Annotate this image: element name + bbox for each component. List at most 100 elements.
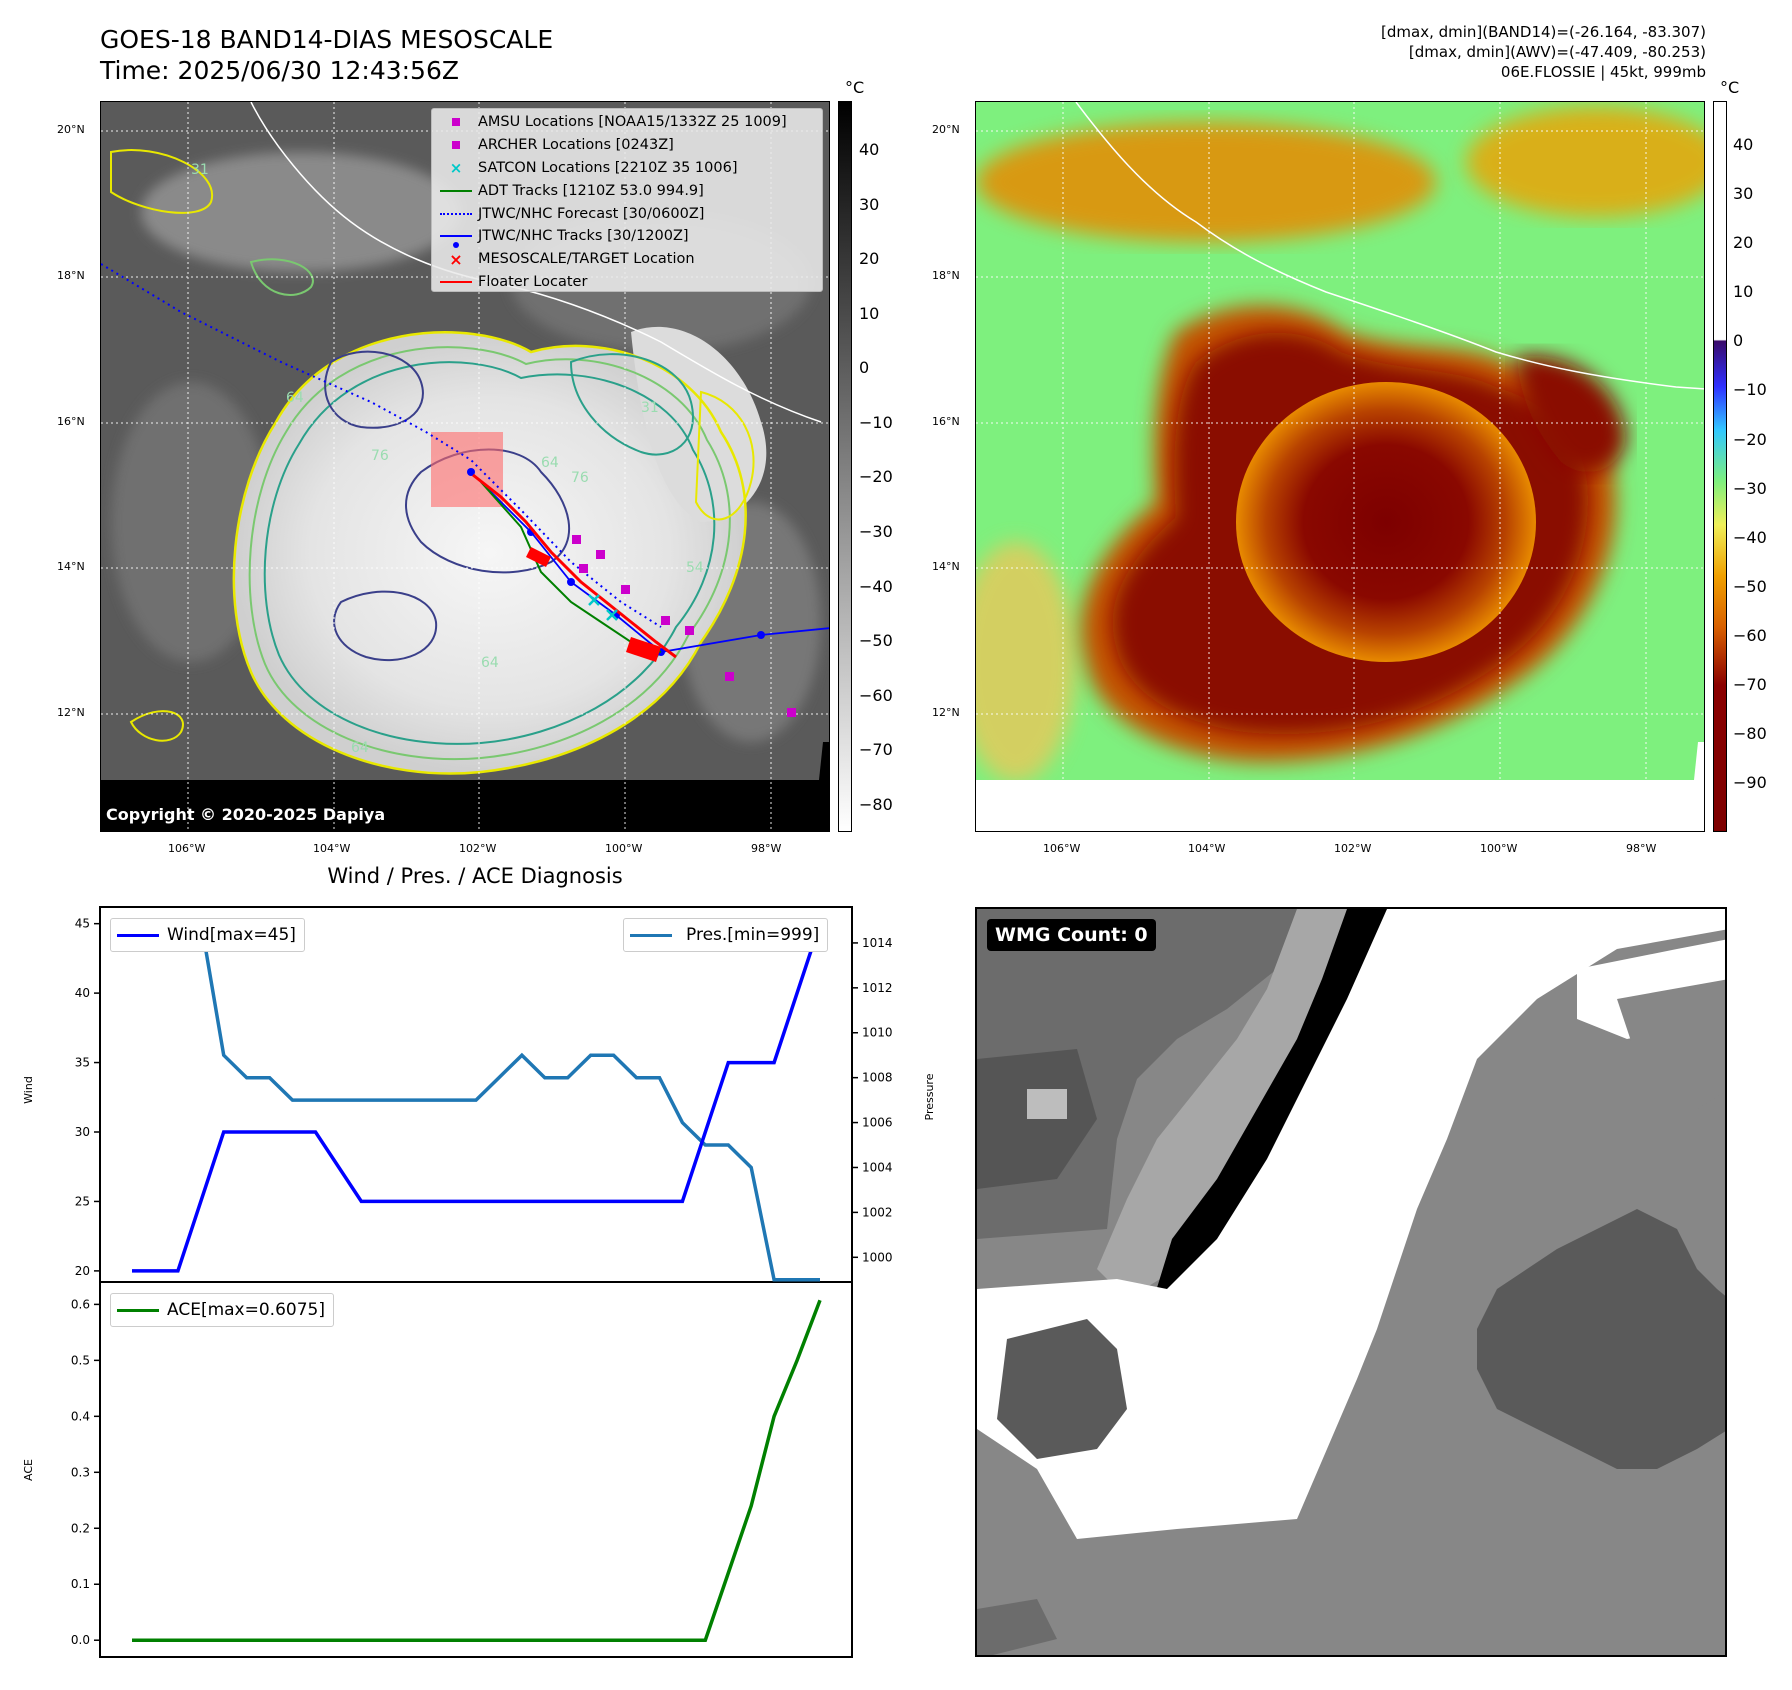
svg-text:76: 76 xyxy=(371,448,389,464)
svg-text:76: 76 xyxy=(571,470,589,486)
legend-item-tracks: JTWC/NHC Tracks [30/1200Z] xyxy=(434,225,822,249)
legend-item-satcon: × SATCON Locations [2210Z 35 1006] xyxy=(434,157,822,180)
legend-label: Floater Locater xyxy=(478,273,588,290)
lat-label: 18°N xyxy=(932,269,960,282)
legend-item-amsu: AMSU Locations [NOAA15/1332Z 25 1009] xyxy=(434,111,822,134)
lon-label: 106°W xyxy=(168,842,206,855)
ace-axes-frame xyxy=(99,1281,853,1658)
colorbar-unit: °C xyxy=(1720,78,1740,97)
lat-label: 14°N xyxy=(57,560,85,573)
lat-label: 12°N xyxy=(57,706,85,719)
wmg-image xyxy=(977,909,1725,1655)
pressure-legend-label: Pres.[min=999] xyxy=(686,925,820,945)
band14-range-text: [dmax, dmin](BAND14)=(-26.164, -83.307) xyxy=(1381,23,1706,41)
pressure-axis-label-wrap: Pressure xyxy=(923,1074,943,1121)
ace-legend-label: ACE[max=0.6075] xyxy=(167,1300,325,1320)
awv-range-text: [dmax, dmin](AWV)=(-47.409, -80.253) xyxy=(1408,43,1706,61)
ir-colorbar-tick: 10 xyxy=(859,303,880,323)
wind-axes-frame xyxy=(99,906,853,1283)
lat-label: 16°N xyxy=(57,415,85,428)
blue-dotted-line-icon xyxy=(434,212,478,215)
diagnosis-ticks: 45 40 35 30 25 20 1014 1012 1010 1008 1006 1004 1002… xyxy=(71,917,893,1648)
lat-label: 16°N xyxy=(932,415,960,428)
legend-item-forecast: JTWC/NHC Forecast [30/0600Z] xyxy=(434,202,822,225)
awv-map-image xyxy=(976,102,1704,831)
lon-label: 106°W xyxy=(1043,842,1081,855)
tick-label: 1004 xyxy=(862,1160,893,1174)
awv-colorbar-tick: −40 xyxy=(1733,527,1767,547)
ir-colorbar-tick: −10 xyxy=(859,412,893,432)
ir-colorbar-tick: −60 xyxy=(859,685,893,705)
ir-colorbar-tick: −40 xyxy=(859,576,893,596)
lat-label: 18°N xyxy=(57,269,85,282)
lon-label: 104°W xyxy=(313,842,351,855)
ir-colorbar-tick: −70 xyxy=(859,740,893,760)
awv-colorbar-tick: −50 xyxy=(1733,576,1767,596)
awv-colorbar-tick: 0 xyxy=(1733,331,1744,351)
wind-legend-swatch xyxy=(117,933,159,937)
pressure-legend: Pres.[min=999] xyxy=(623,918,829,952)
tick-label: 1008 xyxy=(862,1071,893,1085)
lon-label: 104°W xyxy=(1188,842,1226,855)
ir-colorbar-tick: 0 xyxy=(859,358,870,378)
awv-colorbar-tick: −60 xyxy=(1733,625,1767,645)
lon-label: 102°W xyxy=(1334,842,1372,855)
svg-text:31: 31 xyxy=(641,400,659,416)
awv-colorbar-tick: −80 xyxy=(1733,723,1767,743)
magenta-square-icon xyxy=(434,118,478,127)
tick-label: 0.5 xyxy=(71,1353,90,1367)
awv-colorbar-tick: −30 xyxy=(1733,478,1767,498)
ir-colorbar-tick: −80 xyxy=(859,794,893,814)
copyright-text: Copyright © 2020-2025 Dapiya xyxy=(106,805,386,824)
wind-legend-label: Wind[max=45] xyxy=(167,925,296,945)
legend-label: SATCON Locations [2210Z 35 1006] xyxy=(478,159,738,176)
tick-label: 1000 xyxy=(862,1250,893,1264)
wind-axis-label: Wind xyxy=(22,1076,35,1104)
legend-item-target: × MESOSCALE/TARGET Location xyxy=(434,248,822,271)
awv-colorbar-tick: −90 xyxy=(1733,772,1767,792)
tick-label: 0.4 xyxy=(71,1409,90,1423)
tick-label: 0.3 xyxy=(71,1465,90,1479)
svg-text:64: 64 xyxy=(481,655,499,671)
awv-map-panel xyxy=(975,101,1705,832)
lon-label: 98°W xyxy=(751,842,782,855)
legend-item-floater: Floater Locater xyxy=(434,271,822,294)
red-x-icon: × xyxy=(449,249,463,269)
tick-label: 25 xyxy=(75,1194,90,1208)
legend-item-adt: ADT Tracks [1210Z 53.0 994.9] xyxy=(434,179,822,202)
awv-colorbar-tick: 20 xyxy=(1733,233,1754,253)
tick-label: 35 xyxy=(75,1056,90,1070)
ace-axis-label-wrap: ACE xyxy=(22,1459,42,1481)
tick-label: 40 xyxy=(75,986,90,1000)
lat-label: 12°N xyxy=(932,706,960,719)
tick-label: 1014 xyxy=(862,936,893,950)
svg-text:54: 54 xyxy=(686,560,704,576)
tick-label: 45 xyxy=(75,917,90,931)
pressure-axis-label: Pressure xyxy=(923,1073,936,1121)
awv-colorbar-tick: 30 xyxy=(1733,184,1754,204)
storm-info-text: 06E.FLOSSIE | 45kt, 999mb xyxy=(1500,63,1706,81)
cyan-x-icon: × xyxy=(449,158,463,177)
tick-label: 0.2 xyxy=(71,1521,90,1535)
lat-label: 20°N xyxy=(932,123,960,136)
ir-colorbar-tick: −30 xyxy=(859,521,893,541)
svg-text:64: 64 xyxy=(351,740,369,756)
diagnosis-title: Wind / Pres. / ACE Diagnosis xyxy=(327,864,623,888)
chart-title: GOES-18 BAND14-DIAS MESOSCALE xyxy=(100,25,554,54)
ace-axis-label: ACE xyxy=(22,1459,35,1481)
map-legend: AMSU Locations [NOAA15/1332Z 25 1009] AR… xyxy=(431,108,823,292)
magenta-square-icon xyxy=(434,141,478,150)
tick-label: 0.6 xyxy=(71,1297,90,1311)
legend-label: JTWC/NHC Forecast [30/0600Z] xyxy=(478,205,705,222)
lon-label: 98°W xyxy=(1626,842,1657,855)
tick-label: 30 xyxy=(75,1125,90,1139)
ir-colorbar-tick: 40 xyxy=(859,140,880,160)
awv-colorbar-tick: 40 xyxy=(1733,135,1754,155)
chart-timestamp: Time: 2025/06/30 12:43:56Z xyxy=(100,56,459,85)
tick-label: 0.1 xyxy=(71,1577,90,1591)
ace-legend: ACE[max=0.6075] xyxy=(110,1293,334,1327)
wmg-panel: WMG Count: 0 xyxy=(975,907,1727,1657)
pressure-series-line xyxy=(132,918,820,1282)
red-line-icon xyxy=(434,280,478,283)
